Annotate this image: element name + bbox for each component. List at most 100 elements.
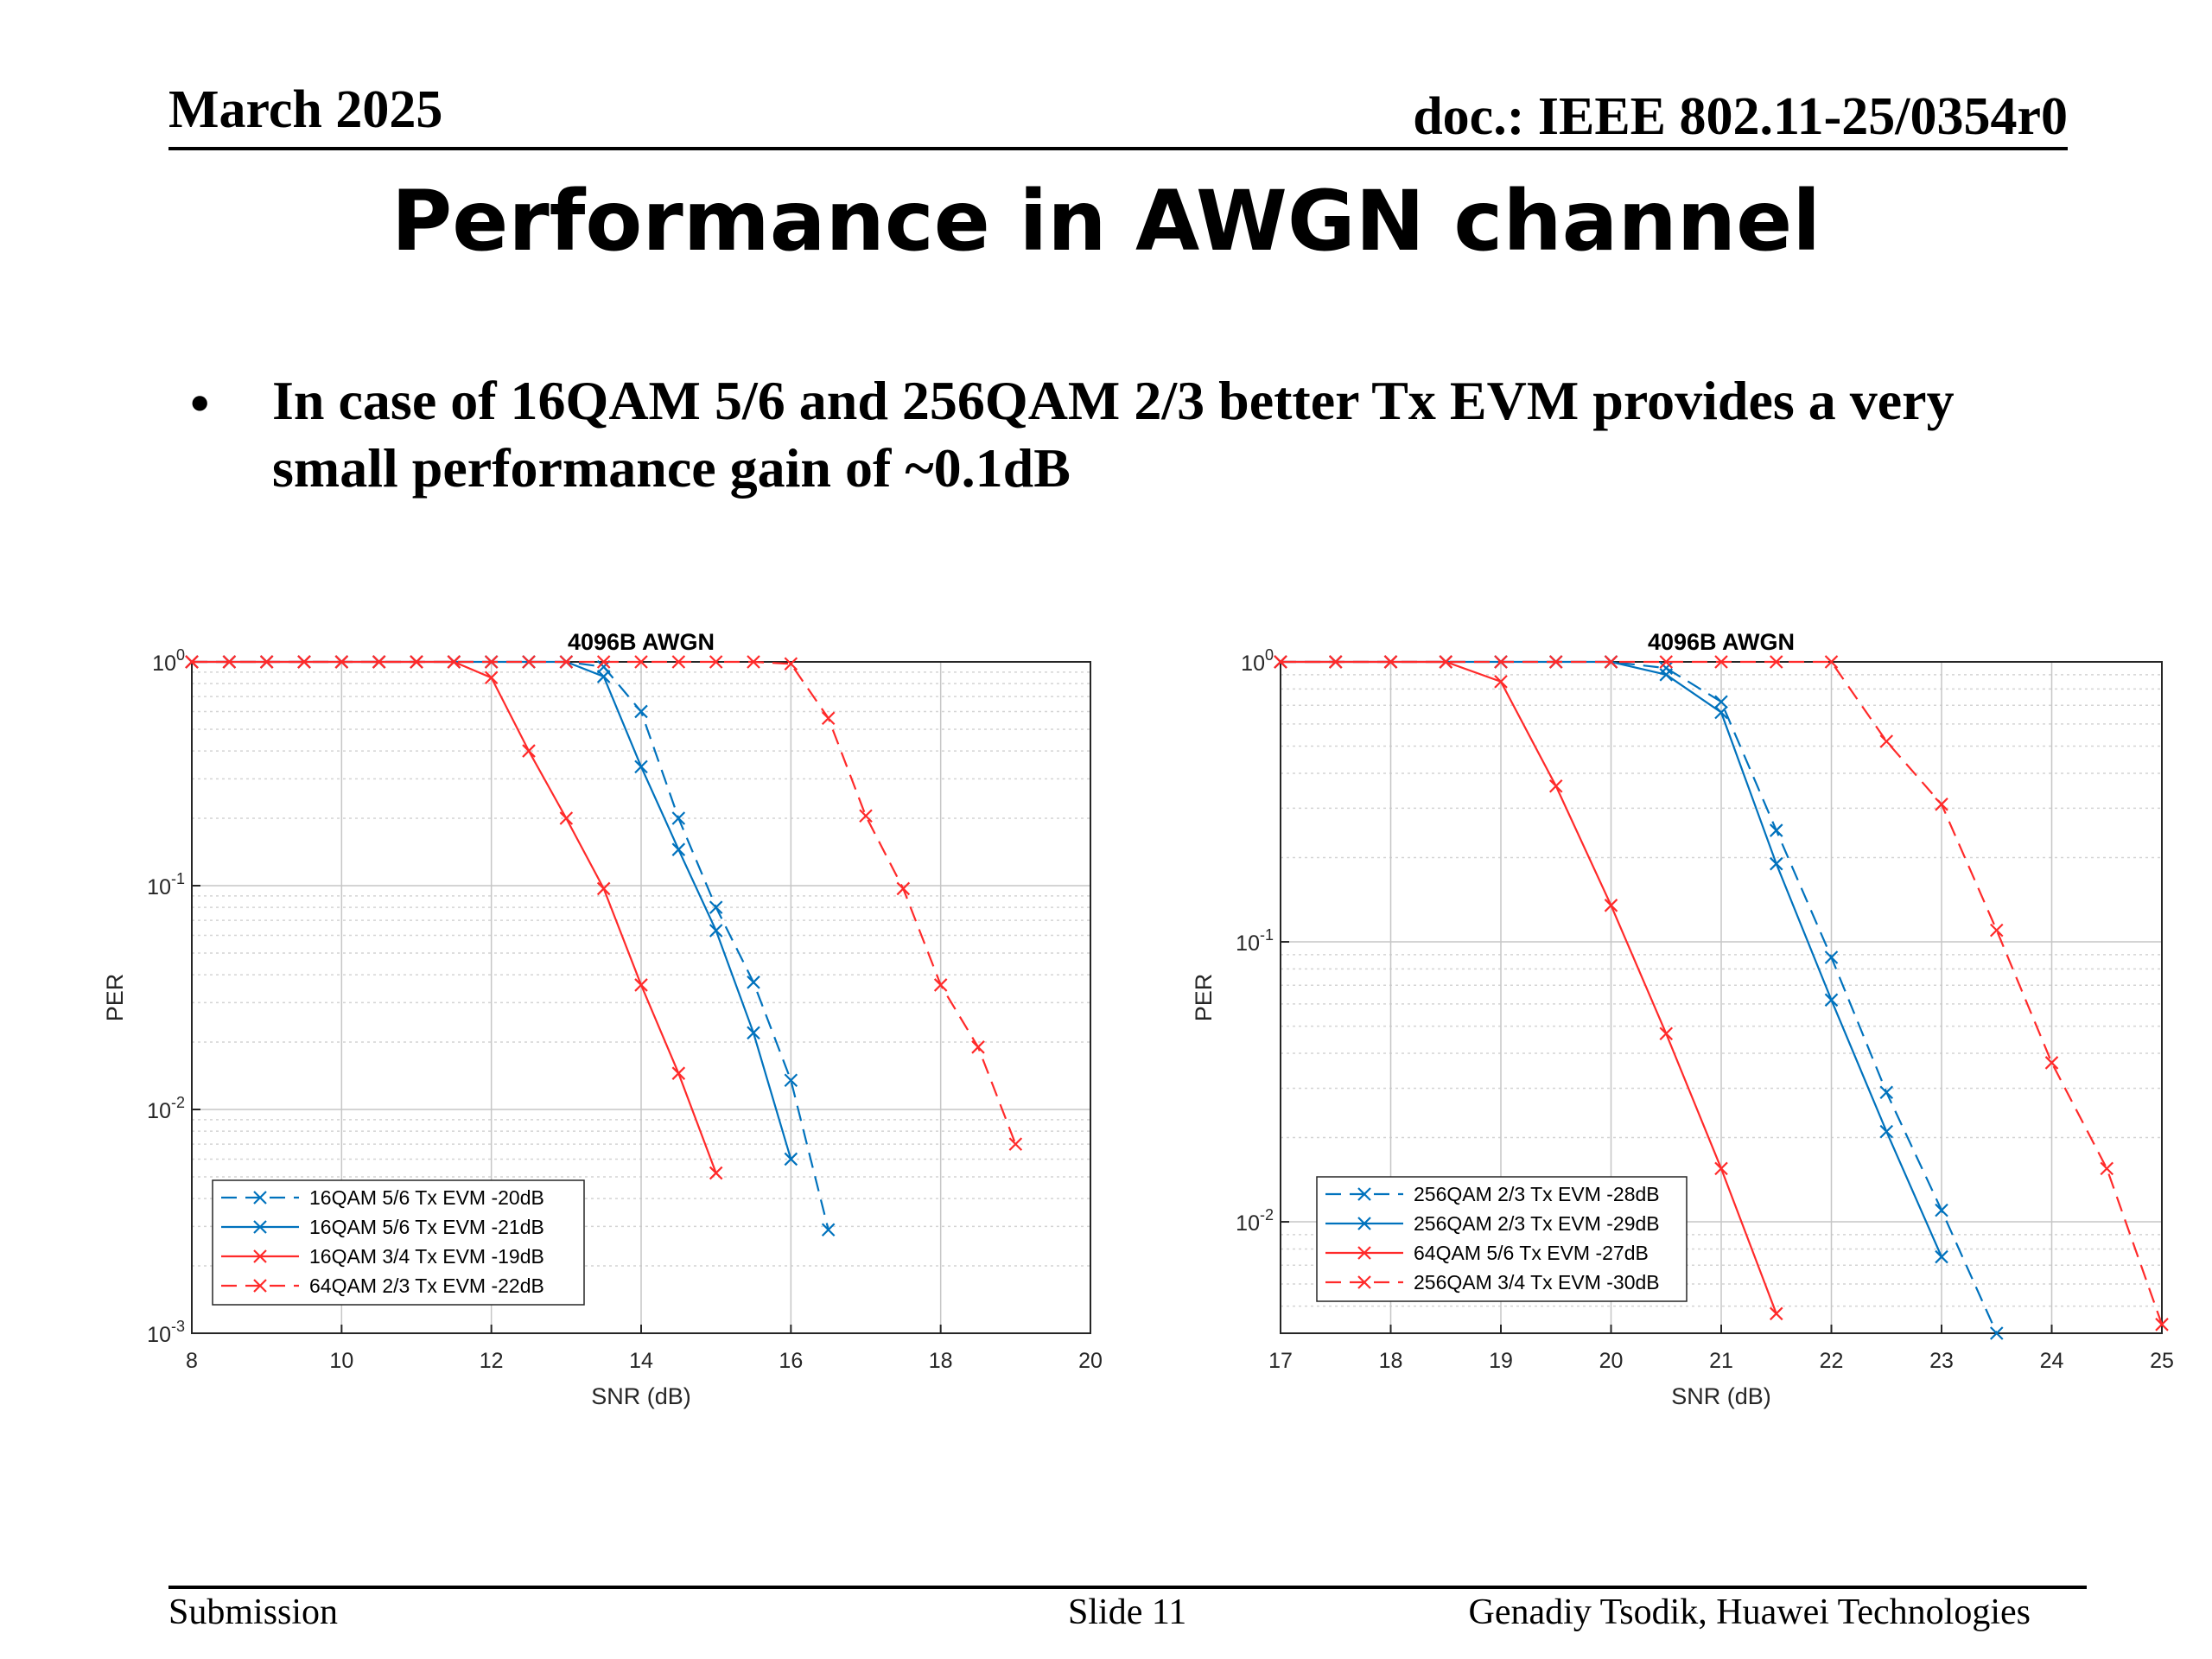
data-point-marker [1769, 655, 1783, 669]
data-point-marker [709, 655, 723, 669]
data-point-marker [222, 655, 237, 669]
x-tick-label: 24 [2040, 1349, 2064, 1373]
data-point-marker [1659, 668, 1674, 682]
legend-entry: 64QAM 2/3 Tx EVM -22dB [309, 1274, 544, 1297]
data-point-marker [709, 924, 723, 938]
data-point-marker [784, 657, 798, 671]
x-tick-label: 18 [1379, 1349, 1403, 1373]
legend-marker [1357, 1187, 1371, 1201]
header-doc-id: doc.: IEEE 802.11-25/0354r0 [1413, 87, 2068, 146]
data-point-marker [559, 655, 574, 669]
data-point-marker [1935, 798, 1948, 811]
data-point-marker [596, 659, 611, 674]
data-point-marker [484, 671, 499, 685]
data-point-marker [1008, 1137, 1023, 1151]
data-point-marker [372, 655, 386, 669]
data-point-marker [1879, 1085, 1894, 1100]
x-axis-label: SNR (dB) [591, 1383, 691, 1409]
y-tick-label: 10-2 [1236, 1206, 1274, 1236]
x-tick-label: 19 [1489, 1349, 1513, 1373]
data-point-marker [747, 1026, 760, 1040]
data-point-marker [1494, 655, 1508, 669]
data-point-marker [1989, 923, 2004, 938]
x-tick-label: 20 [1078, 1349, 1103, 1373]
data-point-marker [1383, 655, 1398, 669]
legend-marker [253, 1279, 267, 1293]
data-point-marker [522, 744, 536, 758]
data-point-marker [821, 711, 836, 725]
legend-marker [253, 1191, 267, 1205]
x-tick-label: 25 [2150, 1349, 2174, 1373]
x-tick-label: 22 [1820, 1349, 1844, 1373]
legend-entry: 256QAM 2/3 Tx EVM -28dB [1414, 1183, 1660, 1205]
data-point-marker [671, 811, 686, 825]
data-point-marker [747, 976, 760, 989]
x-tick-label: 8 [186, 1349, 198, 1373]
data-point-marker [297, 655, 311, 669]
data-point-marker [1548, 655, 1563, 669]
y-axis-label: PER [1191, 974, 1217, 1022]
data-point-marker [709, 1166, 723, 1180]
x-tick-label: 17 [1268, 1349, 1293, 1373]
data-point-marker [784, 1152, 798, 1166]
x-tick-label: 14 [629, 1349, 653, 1373]
data-point-marker [1879, 1124, 1894, 1139]
data-point-marker [1824, 950, 1839, 964]
legend-box [1316, 1176, 1688, 1302]
data-point-marker [596, 881, 611, 896]
data-point-marker [933, 978, 948, 992]
legend-marker [1357, 1275, 1371, 1289]
footer-rule [168, 1586, 2087, 1589]
legend-marker [253, 1249, 267, 1263]
legend-marker [1357, 1246, 1371, 1260]
data-point-marker [185, 655, 199, 669]
y-tick-label: 10-1 [147, 870, 185, 899]
bullet-text: In case of 16QAM 5/6 and 256QAM 2/3 bett… [272, 370, 1955, 499]
data-point-marker [634, 655, 648, 669]
data-point-marker [1769, 1306, 1783, 1321]
legend-entry: 64QAM 5/6 Tx EVM -27dB [1414, 1242, 1649, 1264]
data-point-marker [1714, 655, 1728, 669]
y-tick-label: 10-2 [147, 1094, 185, 1123]
data-point-marker [1714, 705, 1728, 720]
data-point-marker [259, 655, 274, 669]
x-tick-label: 20 [1599, 1349, 1624, 1373]
data-point-marker [784, 1073, 798, 1088]
x-tick-label: 21 [1709, 1349, 1733, 1373]
y-tick-label: 100 [1241, 646, 1274, 676]
data-point-marker [1935, 1203, 1948, 1217]
data-point-marker [1824, 993, 1839, 1007]
data-point-marker [859, 809, 873, 823]
data-point-marker [1935, 1249, 1948, 1264]
x-tick-label: 23 [1929, 1349, 1954, 1373]
y-axis-label: PER [102, 974, 128, 1022]
data-point-marker [709, 900, 723, 914]
legend-box [212, 1179, 585, 1306]
data-point-marker [522, 655, 536, 669]
data-point-marker [634, 760, 648, 774]
x-tick-label: 10 [329, 1349, 353, 1373]
legend-entry: 16QAM 3/4 Tx EVM -19dB [309, 1245, 544, 1268]
data-point-marker [484, 655, 499, 669]
data-point-marker [1439, 655, 1453, 669]
chart-title: 4096B AWGN [568, 629, 715, 655]
data-point-marker [2155, 1318, 2169, 1332]
data-point-marker [1548, 779, 1563, 793]
data-point-marker [1714, 695, 1728, 709]
data-point-marker [1879, 734, 1894, 748]
data-point-marker [410, 655, 423, 669]
data-point-marker [1824, 655, 1839, 669]
x-tick-label: 18 [929, 1349, 953, 1373]
data-point-marker [1989, 1326, 2004, 1340]
x-tick-label: 12 [480, 1349, 504, 1373]
data-point-marker [821, 1223, 836, 1237]
header-rule [168, 147, 2068, 150]
data-point-marker [2044, 1056, 2059, 1070]
data-point-marker [747, 655, 760, 669]
data-point-marker [596, 655, 611, 669]
data-point-marker [1769, 856, 1783, 871]
data-point-marker [1494, 675, 1508, 689]
data-point-marker [671, 655, 686, 669]
data-point-marker [1328, 655, 1343, 669]
